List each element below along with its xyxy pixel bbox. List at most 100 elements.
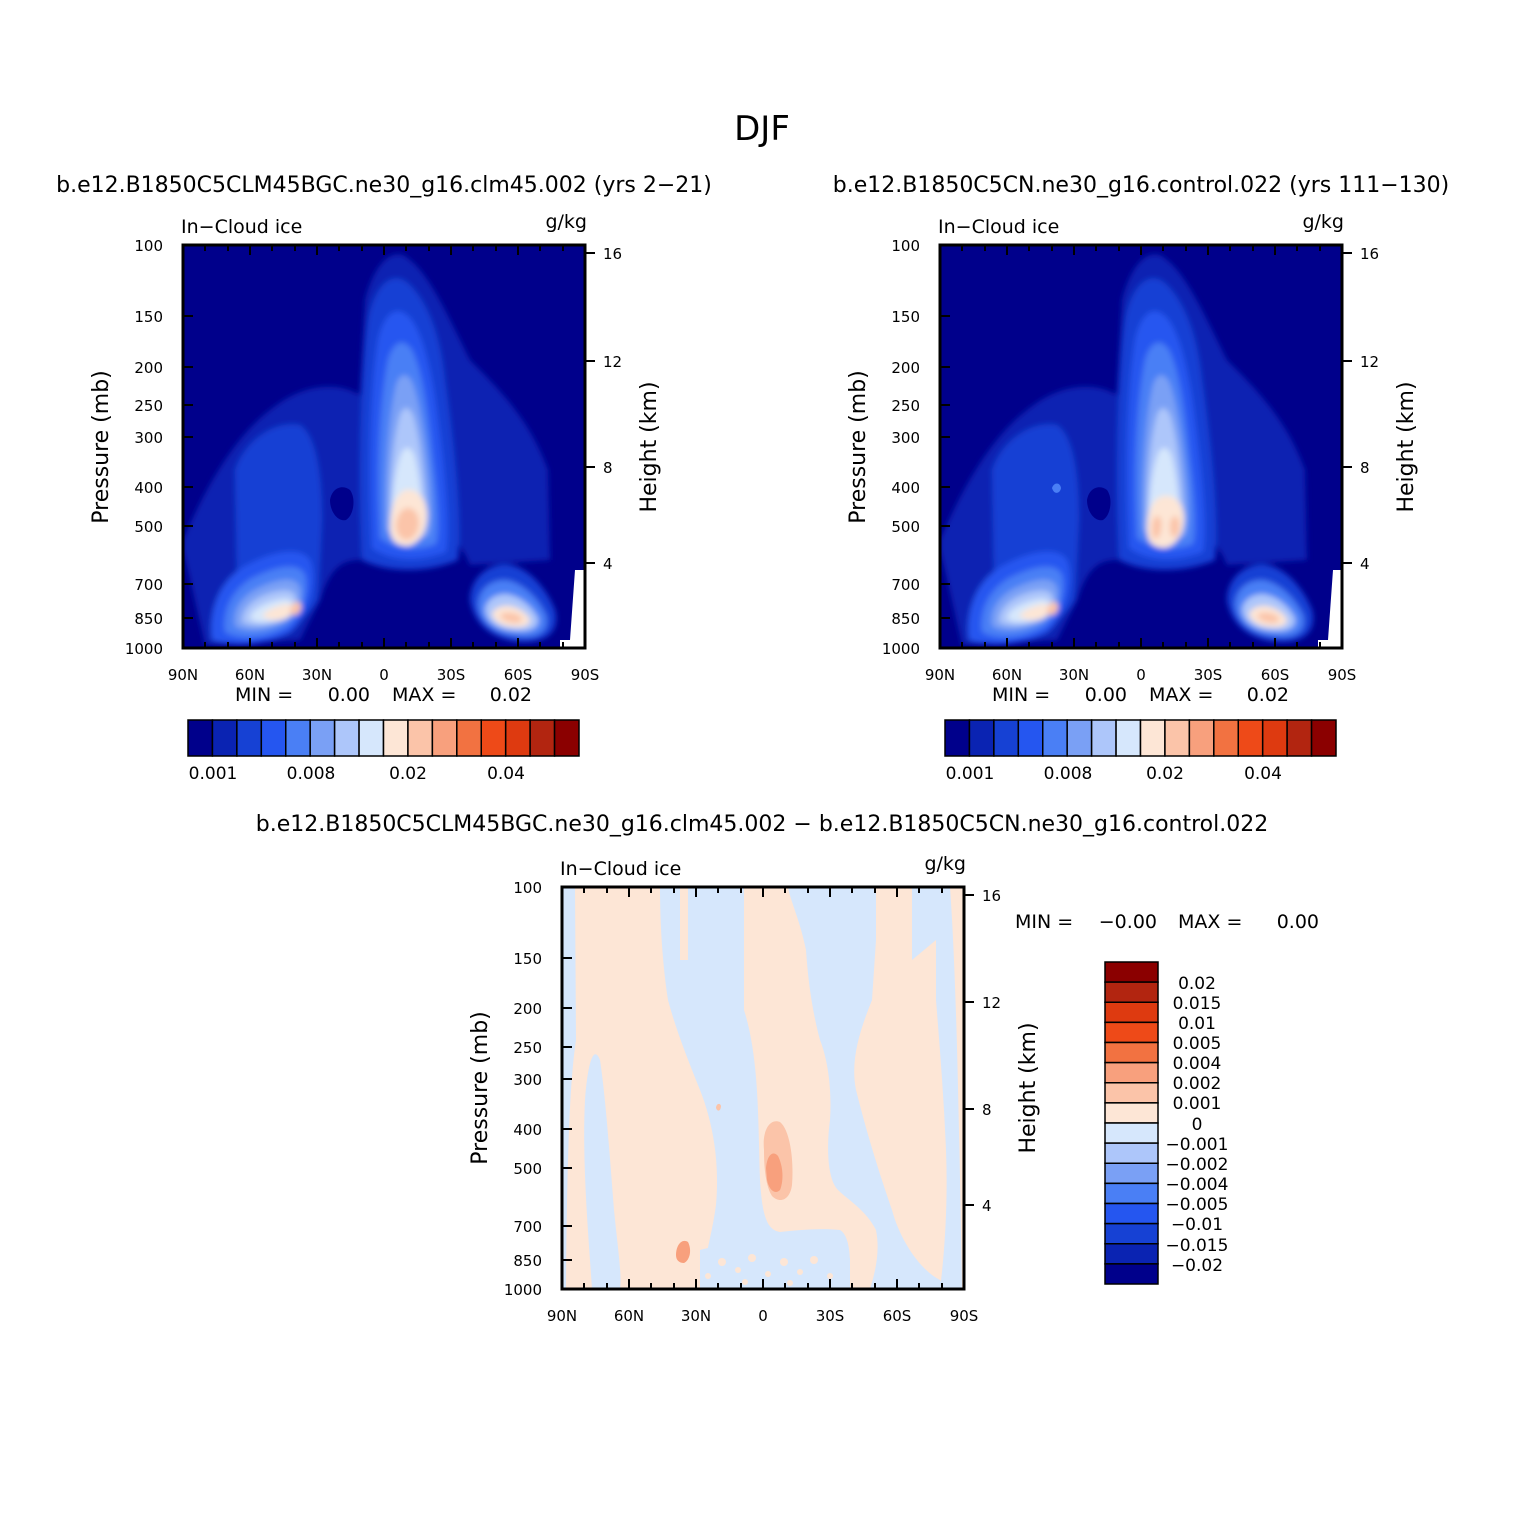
tick-label: 400 bbox=[513, 1121, 542, 1139]
colorbar-labels: 0.001 0.008 0.02 0.04 bbox=[946, 764, 1282, 784]
colorbar-swatch bbox=[1286, 719, 1313, 757]
tick-label: 16 bbox=[982, 887, 1001, 905]
tick-label: 60N bbox=[614, 1307, 644, 1325]
variable-label: In−Cloud ice bbox=[181, 216, 302, 238]
tick-label: 200 bbox=[134, 359, 163, 377]
tick-label: 30N bbox=[302, 666, 332, 684]
tick-label: 0 bbox=[1136, 666, 1146, 684]
lat-tick-labels: 90N 60N 30N 0 30S 60S 90S bbox=[547, 1307, 978, 1325]
tick-label: 850 bbox=[513, 1252, 542, 1270]
tick-label: 12 bbox=[982, 994, 1001, 1012]
tick-label: 500 bbox=[891, 518, 920, 536]
colorbar-swatch bbox=[1104, 1202, 1159, 1225]
tick-label: 60N bbox=[992, 666, 1022, 684]
axis-ticks bbox=[562, 886, 974, 1290]
colorbar-swatch bbox=[1104, 1001, 1159, 1024]
y2-axis-label: Height (km) bbox=[1016, 1022, 1041, 1153]
panel-heading: b.e12.B1850C5CLM45BGC.ne30_g16.clm45.002… bbox=[256, 812, 1268, 837]
colorbar-swatch bbox=[1104, 981, 1159, 1003]
colorbar-swatch bbox=[1104, 1222, 1159, 1245]
tick-label: 250 bbox=[891, 397, 920, 415]
panel-heading: b.e12.B1850C5CLM45BGC.ne30_g16.clm45.002… bbox=[56, 173, 712, 198]
panel-case2: b.e12.B1850C5CN.ne30_g16.control.022 (yr… bbox=[833, 173, 1450, 784]
colorbar-label: 0.008 bbox=[287, 764, 336, 784]
colorbar-label: 0.02 bbox=[1178, 974, 1216, 994]
colorbar-swatch bbox=[1104, 1122, 1159, 1144]
tick-label: 60S bbox=[883, 1307, 912, 1325]
colorbar-swatch bbox=[1104, 1243, 1159, 1265]
tick-label: 16 bbox=[1360, 245, 1379, 263]
colorbar-swatch bbox=[333, 719, 360, 757]
tick-label: 90S bbox=[571, 666, 600, 684]
colorbar-swatch bbox=[1042, 719, 1068, 757]
pressure-tick-labels: 100 150 200 250 300 400 500 700 850 1000 bbox=[882, 237, 920, 658]
colorbar-swatch bbox=[285, 719, 311, 757]
colorbar-swatch bbox=[236, 719, 263, 757]
colorbar-label: 0.01 bbox=[1178, 1014, 1216, 1034]
y-axis-label: Pressure (mb) bbox=[468, 1011, 493, 1165]
tick-label: 8 bbox=[603, 459, 613, 477]
panel-diff: b.e12.B1850C5CLM45BGC.ne30_g16.clm45.002… bbox=[256, 812, 1319, 1325]
units-label: g/kg bbox=[545, 211, 587, 233]
colorbar-swatch bbox=[358, 719, 385, 757]
colorbar-label: −0.001 bbox=[1166, 1135, 1229, 1155]
colorbar-swatch bbox=[1104, 1263, 1159, 1285]
max-label: MAX = bbox=[1149, 684, 1213, 706]
pressure-tick-labels: 100 150 200 250 300 400 500 700 850 1000 bbox=[504, 879, 542, 1299]
tick-label: 400 bbox=[134, 479, 163, 497]
pressure-tick-labels: 100 150 200 250 300 400 500 700 850 1000 bbox=[125, 237, 163, 658]
tick-label: 250 bbox=[134, 397, 163, 415]
colorbar-swatch bbox=[1104, 1102, 1159, 1124]
tick-label: 16 bbox=[603, 245, 622, 263]
tick-label: 60N bbox=[235, 666, 265, 684]
tick-label: 90N bbox=[925, 666, 955, 684]
colorbar-label: 0.04 bbox=[487, 764, 525, 784]
axis-ticks bbox=[940, 244, 1352, 649]
colorbar-label: −0.004 bbox=[1166, 1175, 1229, 1195]
colorbar-label: −0.002 bbox=[1166, 1155, 1229, 1175]
tick-label: 30S bbox=[816, 1307, 845, 1325]
max-label: MAX = bbox=[392, 684, 456, 706]
tick-label: 8 bbox=[1360, 459, 1370, 477]
tick-label: 700 bbox=[513, 1218, 542, 1236]
tick-label: 150 bbox=[891, 308, 920, 326]
panel-heading: b.e12.B1850C5CN.ne30_g16.control.022 (yr… bbox=[833, 173, 1450, 198]
y2-axis-label: Height (km) bbox=[1394, 381, 1419, 512]
tick-label: 12 bbox=[603, 353, 622, 371]
max-value: 0.00 bbox=[1277, 911, 1319, 933]
tick-label: 300 bbox=[134, 429, 163, 447]
tick-label: 4 bbox=[603, 555, 613, 573]
colorbar-swatch bbox=[944, 719, 971, 757]
colorbar-swatch bbox=[1104, 1162, 1159, 1185]
colorbar-label: 0.02 bbox=[389, 764, 427, 784]
colorbar-label: −0.005 bbox=[1166, 1195, 1229, 1215]
colorbar-swatch bbox=[1261, 719, 1288, 757]
colorbar-swatch bbox=[260, 719, 287, 757]
variable-label: In−Cloud ice bbox=[938, 216, 1059, 238]
colorbar-label: 0.004 bbox=[1173, 1054, 1222, 1074]
tick-label: 60S bbox=[504, 666, 533, 684]
tick-label: 100 bbox=[513, 879, 542, 897]
colorbar-label: 0.001 bbox=[189, 764, 238, 784]
colorbar-labels: 0.001 0.008 0.02 0.04 bbox=[189, 764, 525, 784]
colorbar-swatch bbox=[1104, 1182, 1159, 1205]
colorbar-swatch bbox=[1104, 1021, 1159, 1044]
colorbar-swatch bbox=[1104, 1041, 1159, 1064]
colorbar bbox=[1104, 961, 1159, 1285]
tick-label: 12 bbox=[1360, 353, 1379, 371]
tick-label: 90N bbox=[168, 666, 198, 684]
lat-tick-labels: 90N 60N 30N 0 30S 60S 90S bbox=[925, 666, 1356, 684]
tick-label: 700 bbox=[891, 576, 920, 594]
min-max-readout: MIN = 0.00 MAX = 0.02 bbox=[235, 684, 532, 706]
tick-label: 0 bbox=[379, 666, 389, 684]
tick-label: 4 bbox=[1360, 555, 1370, 573]
height-tick-labels: 16 12 8 4 bbox=[982, 887, 1001, 1215]
colorbar-label: 0.001 bbox=[946, 764, 995, 784]
colorbar-label: −0.02 bbox=[1171, 1256, 1223, 1276]
tick-label: 400 bbox=[891, 479, 920, 497]
min-value: 0.00 bbox=[1085, 684, 1127, 706]
colorbar-swatch bbox=[1017, 719, 1044, 757]
tick-label: 1000 bbox=[504, 1281, 542, 1299]
contour-field bbox=[183, 245, 585, 648]
colorbar-swatch bbox=[407, 719, 434, 757]
